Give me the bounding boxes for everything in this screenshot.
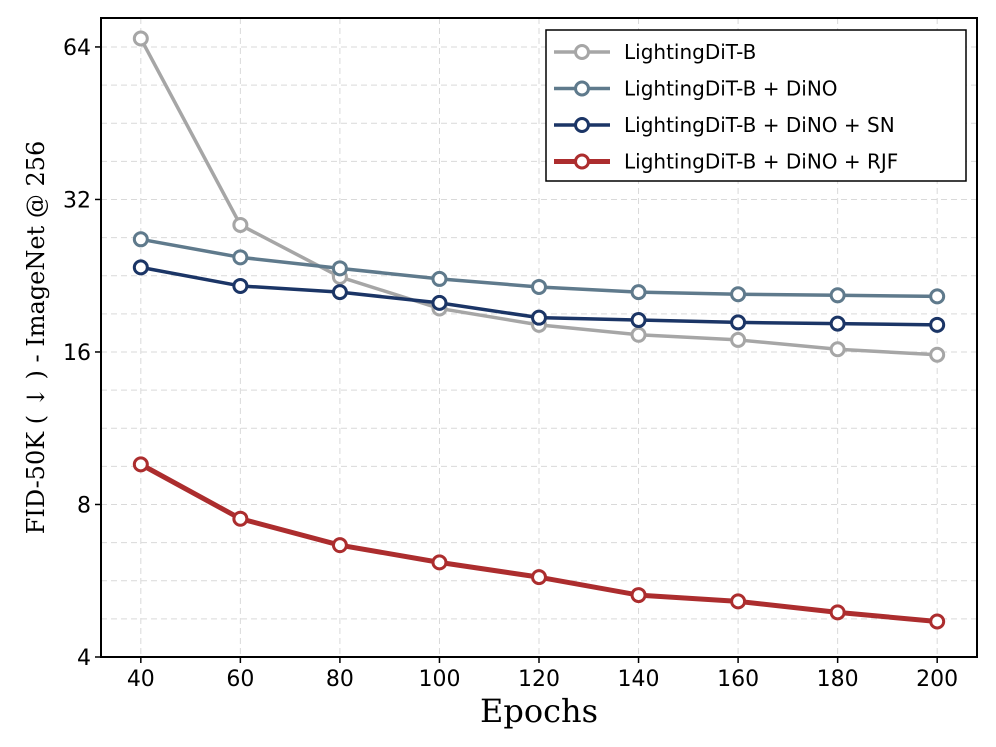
- data-point: [730, 593, 747, 610]
- x-tick-label: 120: [518, 667, 560, 692]
- x-axis-title: Epochs: [480, 692, 598, 730]
- data-point: [531, 569, 547, 586]
- axis-ticks: 40 60 80 100 120 140 160 180 200 4 8 16 32 64: [63, 36, 958, 692]
- x-tick-label: 180: [817, 667, 859, 692]
- data-point: [531, 309, 547, 326]
- x-tick-label: 60: [226, 667, 254, 692]
- data-point: [829, 604, 846, 621]
- data-point: [730, 286, 747, 303]
- data-point: [630, 326, 647, 343]
- legend-marker: [574, 153, 590, 170]
- x-tick-label: 160: [717, 667, 759, 692]
- legend-marker: [574, 80, 590, 97]
- series-lines: [132, 30, 946, 630]
- legend-item: LightingDiT-B + DiNO: [554, 77, 838, 101]
- legend-label: LightingDiT-B + DiNO + SN: [624, 113, 895, 137]
- data-point: [331, 537, 348, 554]
- data-point: [929, 613, 946, 630]
- legend-box: [545, 29, 967, 182]
- legend-item: LightingDiT-B: [554, 40, 756, 64]
- data-point: [132, 259, 149, 276]
- data-point: [232, 216, 249, 233]
- data-point: [829, 315, 846, 332]
- data-point: [929, 316, 946, 333]
- y-tick-label: 4: [77, 646, 91, 671]
- data-point: [431, 554, 448, 571]
- data-point: [730, 314, 747, 331]
- data-point: [232, 277, 249, 294]
- series-4: [132, 456, 946, 630]
- data-point: [829, 341, 846, 358]
- x-tick-label: 100: [418, 667, 460, 692]
- series-3: [132, 259, 946, 333]
- data-point: [431, 270, 448, 287]
- data-point: [132, 456, 149, 473]
- legend-item: LightingDiT-B + DiNO + RJF: [554, 150, 898, 174]
- data-point: [232, 510, 249, 527]
- data-point: [829, 287, 846, 304]
- data-point: [331, 284, 348, 301]
- legend-label: LightingDiT-B + DiNO: [624, 77, 838, 101]
- data-point: [630, 587, 647, 604]
- series-2: [132, 231, 946, 305]
- data-point: [232, 249, 249, 266]
- data-point: [331, 260, 348, 277]
- data-point: [929, 346, 946, 363]
- y-tick-label: 16: [63, 341, 91, 366]
- y-tick-label: 64: [63, 36, 91, 61]
- data-point: [431, 294, 448, 311]
- data-point: [132, 30, 149, 47]
- y-tick-label: 32: [63, 188, 91, 213]
- x-tick-label: 80: [326, 667, 354, 692]
- x-tick-label: 140: [618, 667, 660, 692]
- data-point: [929, 288, 946, 305]
- legend-label: LightingDiT-B + DiNO + RJF: [624, 150, 898, 174]
- x-tick-label: 40: [127, 667, 155, 692]
- data-point: [730, 331, 747, 348]
- y-tick-label: 8: [77, 493, 91, 518]
- legend-marker: [574, 44, 590, 60]
- data-point: [531, 278, 547, 295]
- legend-marker: [574, 117, 590, 133]
- data-point: [630, 312, 647, 329]
- y-axis-title: FID-50K ( ↓ ) - ImageNet @ 256: [22, 141, 50, 535]
- data-point: [630, 284, 647, 301]
- legend-label: LightingDiT-B: [624, 40, 756, 64]
- x-tick-label: 200: [916, 667, 958, 692]
- data-point: [132, 231, 149, 248]
- legend-item: LightingDiT-B + DiNO + SN: [554, 113, 895, 137]
- legend: LightingDiT-B LightingDiT-B + DiNO Lightin…: [545, 29, 967, 182]
